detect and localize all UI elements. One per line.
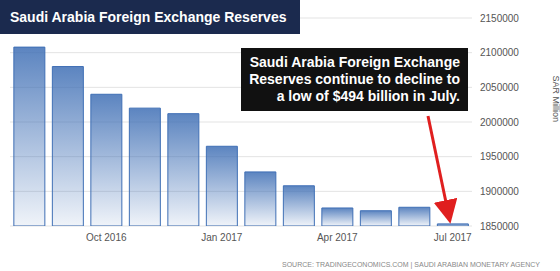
svg-text:SAR Million: SAR Million [551,75,552,122]
html-text:Saudi Arabia Foreign Exchange: Saudi Arabia Foreign Exchange [249,54,460,70]
svg-text:Jul 2017: Jul 2017 [434,232,472,243]
svg-text:2100000: 2100000 [480,47,519,58]
html-text:Saudi Arabia Foreign Exchange: Saudi Arabia Foreign Exchange Reserves [10,9,287,25]
svg-text:1900000: 1900000 [480,186,519,197]
svg-text:Oct 2016: Oct 2016 [86,232,127,243]
svg-text:Apr 2017: Apr 2017 [317,232,358,243]
svg-text:2000000: 2000000 [480,117,519,128]
svg-text:1850000: 1850000 [480,221,519,232]
html-text:SOURCE: TRADINGECONOMICS.COM |: SOURCE: TRADINGECONOMICS.COM | SAUDI ARA… [282,261,540,268]
svg-text:2150000: 2150000 [480,13,519,24]
svg-text:2050000: 2050000 [480,82,519,93]
html-text:a low of $494 billion in July.: a low of $494 billion in July. [276,88,460,104]
html-text:Reserves continue to decline t: Reserves continue to decline to [249,71,460,87]
svg-text:Jan 2017: Jan 2017 [201,232,243,243]
svg-text:1950000: 1950000 [480,151,519,162]
